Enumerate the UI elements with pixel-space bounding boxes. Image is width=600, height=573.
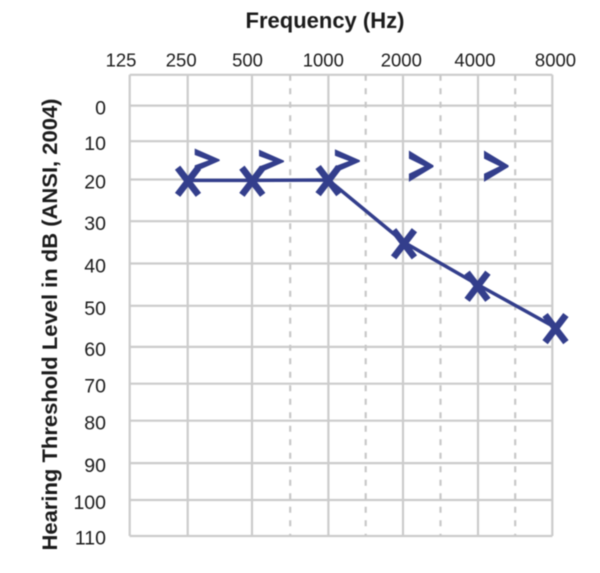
svg-text:4000: 4000: [454, 50, 495, 71]
svg-text:250: 250: [166, 50, 197, 71]
svg-text:8000: 8000: [535, 50, 576, 71]
svg-text:20: 20: [84, 172, 106, 194]
svg-text:80: 80: [84, 413, 106, 435]
svg-text:50: 50: [84, 298, 106, 320]
svg-text:110: 110: [75, 528, 106, 550]
svg-text:500: 500: [232, 50, 263, 71]
svg-text:30: 30: [84, 213, 106, 235]
svg-text:100: 100: [73, 492, 106, 514]
svg-text:1000: 1000: [303, 50, 344, 71]
svg-text:Frequency (Hz): Frequency (Hz): [246, 8, 405, 33]
svg-text:40: 40: [84, 256, 106, 278]
svg-text:90: 90: [84, 455, 106, 477]
svg-text:125: 125: [106, 50, 137, 71]
svg-text:70: 70: [84, 376, 106, 398]
svg-text:Hearing Threshold Level in dB: Hearing Threshold Level in dB (ANSI, 200…: [39, 99, 62, 551]
svg-text:0: 0: [95, 98, 106, 120]
svg-text:60: 60: [84, 339, 106, 361]
svg-text:2000: 2000: [381, 50, 422, 71]
svg-text:10: 10: [84, 133, 106, 155]
